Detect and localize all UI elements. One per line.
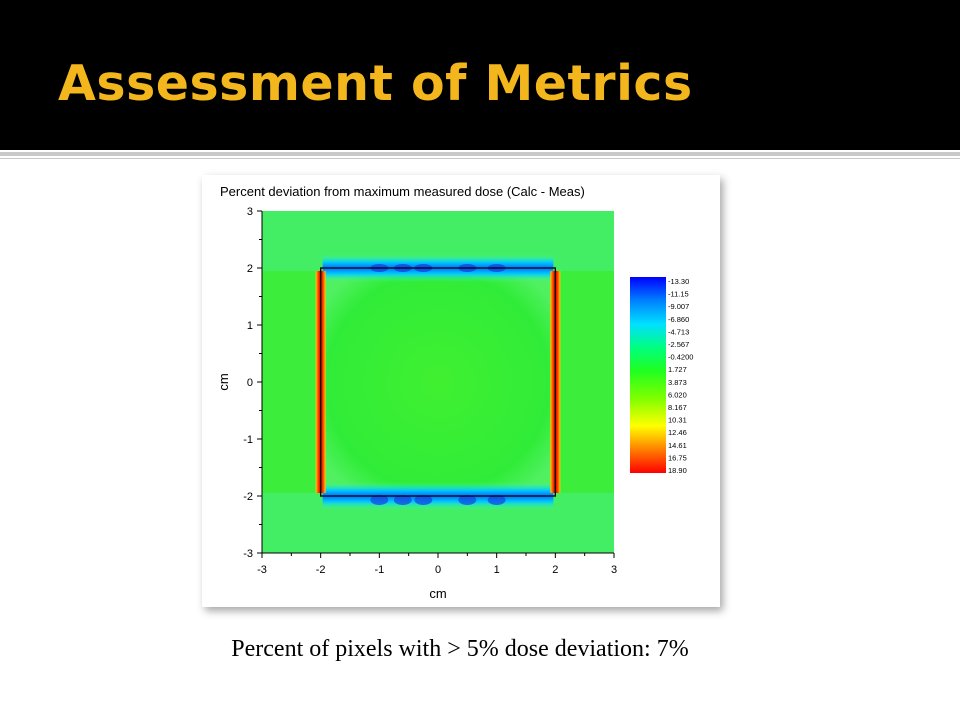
x-tick-label: 0 [435,564,441,576]
heatmap-field-interior [320,268,556,496]
slide-title: Assessment of Metrics [58,55,693,112]
colorbar-label: -2.567 [668,340,689,349]
y-tick-label: 1 [247,320,253,332]
colorbar-label: 1.727 [668,365,687,374]
y-tick-label: 3 [247,206,253,218]
figure-card: Percent deviation from maximum measured … [202,175,720,607]
x-tick-label: -1 [374,564,384,576]
field-outline [320,267,556,497]
dose-deviation-plot: Percent deviation from maximum measured … [216,184,693,601]
hotspot-bottom [370,495,389,505]
x-tick-label: 2 [552,564,558,576]
x-axis-ticks: -3 -2 -1 0 1 2 3 [257,553,617,576]
y-axis-ticks: 3 2 1 0 -1 -2 -3 [243,206,262,560]
hotspot-bottom [458,495,477,505]
colorbar-label: 12.46 [668,428,687,437]
colorbar-label: -6.860 [668,315,689,324]
colorbar-label: 8.167 [668,403,687,412]
heatmap-hotspots-bottom [370,495,506,505]
x-axis-label: cm [429,586,446,601]
colorbar-label: 16.75 [668,453,687,462]
y-axis-label: cm [216,373,231,390]
colorbar-label: 14.61 [668,441,687,450]
colorbar-label: 10.31 [668,416,687,425]
header-divider [0,152,960,156]
x-tick-label: -2 [316,564,326,576]
y-tick-label: 2 [247,263,253,275]
header-divider-thin [0,158,960,159]
y-tick-label: -1 [243,434,253,446]
hotspot-bottom [487,495,506,505]
colorbar-label: 18.90 [668,466,687,475]
colorbar-label: -9.007 [668,302,689,311]
colorbar [630,277,666,473]
chart-title: Percent deviation from maximum measured … [220,184,585,199]
colorbar-label: -4.713 [668,327,689,336]
hotspot-bottom [393,495,412,505]
y-tick-label: -2 [243,491,253,503]
x-tick-label: 3 [611,564,617,576]
colorbar-labels: -13.30 -11.15 -9.007 -6.860 -4.713 -2.567 -0.4… [668,277,693,475]
x-tick-label: 1 [494,564,500,576]
heatmap-area [261,211,614,554]
x-tick-label: -3 [257,564,267,576]
colorbar-label: -13.30 [668,277,689,286]
y-tick-label: -3 [243,548,253,560]
colorbar-label: -11.15 [668,290,689,299]
hotspot-bottom [414,495,433,505]
colorbar-label: 6.020 [668,390,687,399]
y-tick-label: 0 [247,377,253,389]
colorbar-label: 3.873 [668,378,687,387]
colorbar-label: -0.4200 [668,353,693,362]
title-bar [0,0,960,150]
caption: Percent of pixels with > 5% dose deviati… [231,636,689,662]
